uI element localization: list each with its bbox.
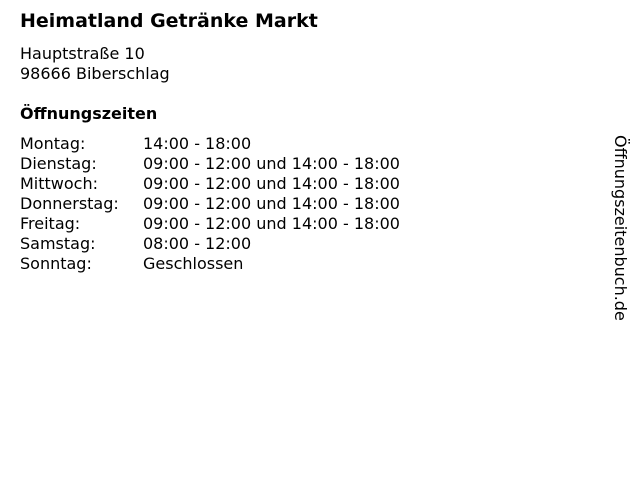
time: Geschlossen [143,254,244,273]
hours-heading: Öffnungszeiten [20,104,158,123]
time: 09:00 - 12:00 und 14:00 - 18:00 [143,214,400,233]
time: 09:00 - 12:00 und 14:00 - 18:00 [143,154,400,173]
hours-row: Mittwoch: 09:00 - 12:00 und 14:00 - 18:00 [20,174,400,194]
hours-row: Sonntag: Geschlossen [20,254,400,274]
hours-table: Montag: 14:00 - 18:00 Dienstag: 09:00 - 12… [20,134,400,274]
time: 08:00 - 12:00 [143,234,252,253]
street: Hauptstraße 10 [20,44,145,63]
address: Hauptstraße 10 98666 Biberschlag [20,44,170,84]
day: Dienstag: [20,154,97,173]
city: 98666 Biberschlag [20,64,170,83]
site-watermark: Öffnungszeitenbuch.de [611,135,630,321]
day: Freitag: [20,214,81,233]
hours-row: Donnerstag: 09:00 - 12:00 und 14:00 - 18:… [20,194,400,214]
store-title: Heimatland Getränke Markt [20,10,318,32]
hours-row: Samstag: 08:00 - 12:00 [20,234,400,254]
hours-row: Montag: 14:00 - 18:00 [20,134,400,154]
hours-row: Freitag: 09:00 - 12:00 und 14:00 - 18:00 [20,214,400,234]
time: 09:00 - 12:00 und 14:00 - 18:00 [143,174,400,193]
day: Sonntag: [20,254,92,273]
time: 14:00 - 18:00 [143,134,252,153]
day: Samstag: [20,234,96,253]
day: Montag: [20,134,86,153]
day: Donnerstag: [20,194,119,213]
day: Mittwoch: [20,174,98,193]
hours-row: Dienstag: 09:00 - 12:00 und 14:00 - 18:00 [20,154,400,174]
time: 09:00 - 12:00 und 14:00 - 18:00 [143,194,400,213]
